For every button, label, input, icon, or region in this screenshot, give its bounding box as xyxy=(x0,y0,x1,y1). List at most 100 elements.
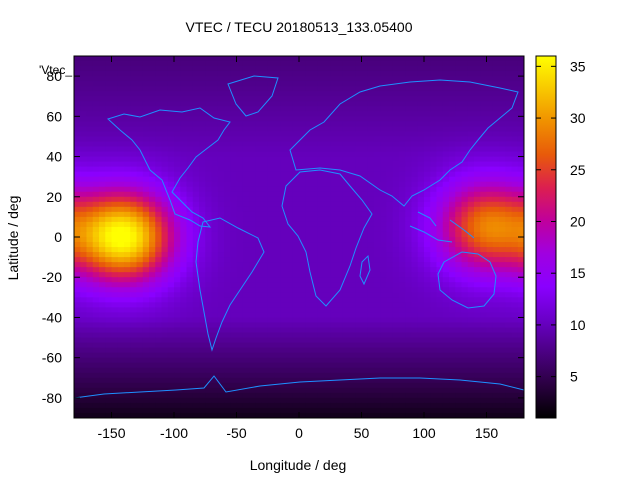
heatmap-cell xyxy=(124,372,131,379)
heatmap-cell xyxy=(92,96,100,102)
heatmap-cell xyxy=(274,237,281,243)
heatmap-cell xyxy=(124,332,131,339)
heatmap-cell xyxy=(161,126,169,133)
heatmap-cell xyxy=(455,176,463,183)
heatmap-cell xyxy=(99,297,106,303)
heatmap-cell xyxy=(430,252,438,258)
heatmap-cell xyxy=(380,367,388,374)
heatmap-cell xyxy=(280,86,288,92)
heatmap-cell xyxy=(405,211,413,218)
heatmap-cell xyxy=(261,76,269,82)
heatmap-cell xyxy=(192,367,200,374)
heatmap-cell xyxy=(292,61,300,67)
heatmap-cell xyxy=(386,201,394,208)
heatmap-cell xyxy=(361,297,369,303)
heatmap-cell xyxy=(311,312,319,319)
heatmap-cell xyxy=(417,322,425,329)
heatmap-cell xyxy=(374,206,381,213)
heatmap-cell xyxy=(430,81,438,87)
heatmap-cell xyxy=(292,211,300,218)
heatmap-cell xyxy=(399,71,406,77)
heatmap-cell xyxy=(399,322,406,329)
heatmap-cell xyxy=(430,201,438,208)
heatmap-cell xyxy=(399,181,406,188)
heatmap-cell xyxy=(217,272,225,278)
heatmap-cell xyxy=(449,191,456,198)
heatmap-cell xyxy=(392,377,400,384)
heatmap-cell xyxy=(211,392,219,399)
heatmap-cell xyxy=(186,146,194,153)
heatmap-cell xyxy=(105,146,113,153)
heatmap-cell xyxy=(467,242,475,248)
heatmap-cell xyxy=(130,216,138,223)
heatmap-cell xyxy=(349,151,356,158)
heatmap-cell xyxy=(492,262,500,268)
heatmap-cell xyxy=(274,126,281,133)
heatmap-cell xyxy=(111,392,119,399)
heatmap-cell xyxy=(299,151,306,158)
heatmap-cell xyxy=(342,387,350,394)
heatmap-cell xyxy=(336,342,344,349)
heatmap-cell xyxy=(461,231,469,238)
heatmap-cell xyxy=(117,121,125,127)
heatmap-cell xyxy=(330,237,338,243)
heatmap-cell xyxy=(349,382,356,389)
heatmap-cell xyxy=(211,211,219,218)
heatmap-cell xyxy=(336,181,344,188)
heatmap-cell xyxy=(424,146,431,153)
heatmap-cell xyxy=(286,211,294,218)
heatmap-cell xyxy=(374,146,381,153)
heatmap-cell xyxy=(411,347,419,354)
heatmap-cell xyxy=(430,382,438,389)
heatmap-cell xyxy=(155,186,163,193)
heatmap-cell xyxy=(411,237,419,243)
heatmap-cell xyxy=(280,382,288,389)
heatmap-cell xyxy=(480,156,488,163)
heatmap-cell xyxy=(280,181,288,188)
heatmap-cell xyxy=(342,161,350,168)
heatmap-cell xyxy=(205,56,213,62)
heatmap-cell xyxy=(505,211,513,218)
heatmap-cell xyxy=(261,181,269,188)
heatmap-cell xyxy=(80,126,88,133)
heatmap-cell xyxy=(255,196,263,203)
heatmap-cell xyxy=(417,367,425,374)
heatmap-cell xyxy=(242,342,250,349)
heatmap-cell xyxy=(455,247,463,253)
heatmap-cell xyxy=(480,126,488,133)
heatmap-cell xyxy=(117,287,125,293)
heatmap-cell xyxy=(111,226,119,233)
heatmap-cell xyxy=(424,392,431,399)
heatmap-cell xyxy=(386,397,394,404)
heatmap-cell xyxy=(180,402,188,409)
heatmap-cell xyxy=(305,61,313,67)
heatmap-cell xyxy=(211,156,219,163)
heatmap-cell xyxy=(117,307,125,314)
heatmap-cell xyxy=(136,262,144,268)
heatmap-cell xyxy=(486,66,494,72)
heatmap-cell xyxy=(74,242,81,248)
heatmap-cell xyxy=(267,347,275,354)
heatmap-cell xyxy=(99,81,106,87)
heatmap-cell xyxy=(211,357,219,364)
heatmap-cell xyxy=(205,121,213,127)
heatmap-cell xyxy=(417,151,425,158)
heatmap-cell xyxy=(417,297,425,303)
heatmap-cell xyxy=(192,116,200,122)
heatmap-cell xyxy=(280,131,288,138)
heatmap-cell xyxy=(342,231,350,238)
heatmap-cell xyxy=(180,121,188,127)
heatmap-cell xyxy=(192,282,200,288)
heatmap-cell xyxy=(199,111,206,117)
heatmap-cell xyxy=(299,292,306,298)
heatmap-cell xyxy=(142,252,150,258)
heatmap-cell xyxy=(174,402,181,409)
heatmap-cell xyxy=(167,327,175,334)
heatmap-cell xyxy=(374,76,381,82)
heatmap-cell xyxy=(336,196,344,203)
heatmap-cell xyxy=(236,81,244,87)
heatmap-cell xyxy=(286,332,294,339)
heatmap-cell xyxy=(199,56,206,62)
heatmap-cell xyxy=(117,231,125,238)
heatmap-cell xyxy=(255,206,263,213)
